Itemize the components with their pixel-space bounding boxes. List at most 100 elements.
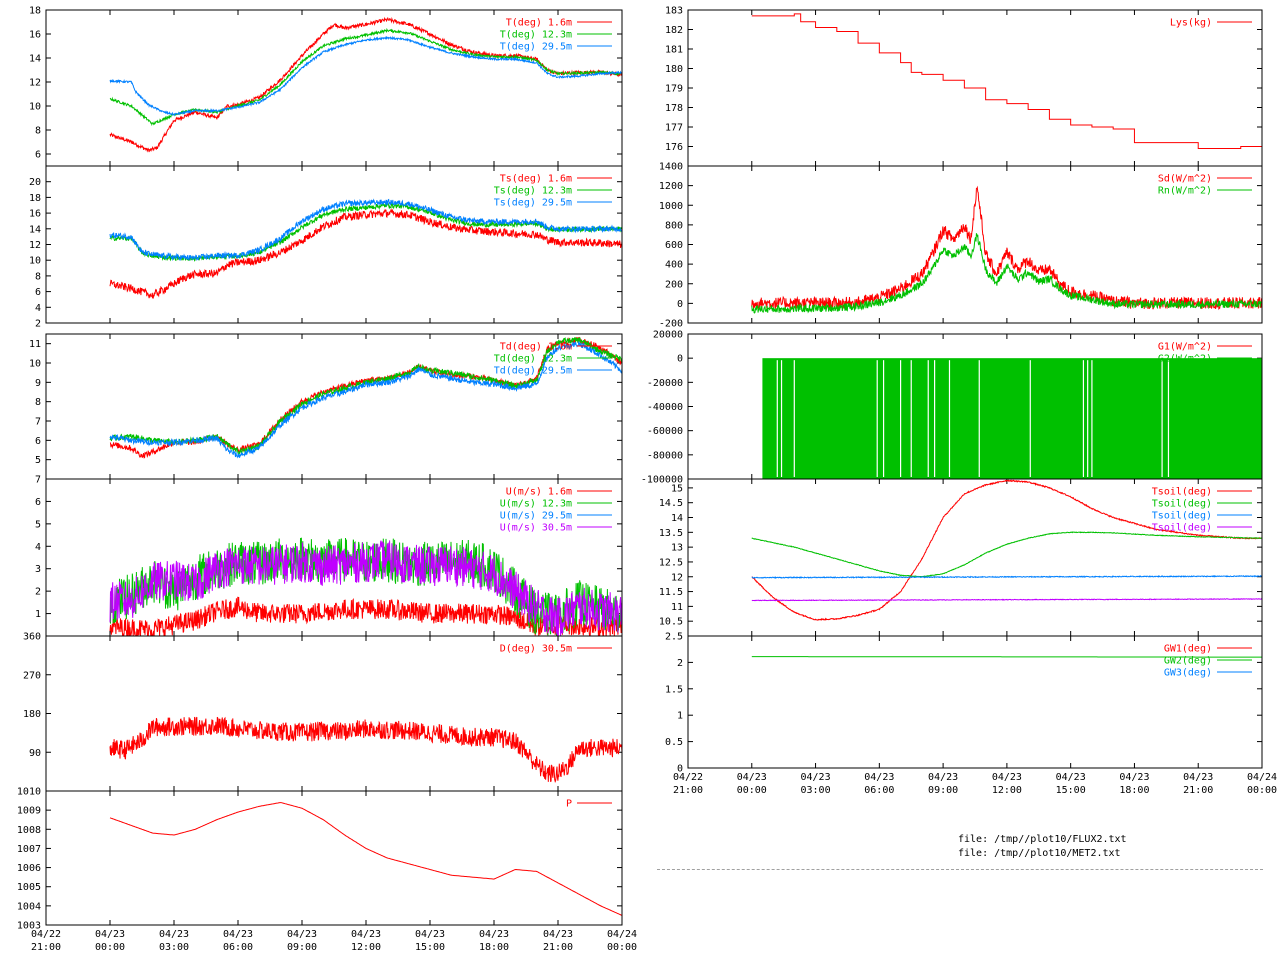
y-tick-label: 1009 — [17, 806, 41, 817]
legend-label: Tsoil(deg) — [1152, 487, 1212, 498]
dashed-separator — [657, 869, 1263, 870]
y-tick-label: 9 — [35, 378, 41, 389]
y-tick-label: 8 — [35, 271, 41, 282]
y-tick-label: 2.5 — [665, 632, 683, 643]
y-tick-label: 11 — [29, 339, 41, 350]
x-tick-date: 04/23 — [801, 772, 831, 783]
y-tick-label: 14.5 — [659, 498, 683, 509]
x-tick-date: 04/23 — [415, 929, 445, 940]
x-tick-time: 03:00 — [801, 785, 831, 796]
y-tick-label: 5 — [35, 455, 41, 466]
x-tick-time: 18:00 — [479, 942, 509, 953]
series-line — [109, 202, 622, 262]
panel-3: 1 2 3 4 5 6 7 U(m/s) 1.6mU(m/s) 12.3mU(m/s) 29.… — [35, 475, 623, 637]
file-label-met: file: /tmp//plot10/MET2.txt — [958, 848, 1121, 859]
x-tick-date: 04/24 — [607, 929, 637, 940]
y-tick-label: 15 — [671, 483, 683, 494]
panel-frame — [45, 165, 623, 324]
x-tick-time: 12:00 — [992, 785, 1022, 796]
y-tick-label: 10.5 — [659, 617, 683, 628]
panel-7: -200 0 200 400 600 800 1000 1200 1400 Sd(W/m^2)Rn… — [659, 162, 1263, 330]
x-tick-date: 04/23 — [1119, 772, 1149, 783]
series-group — [751, 656, 1262, 768]
y-tick-label: -200 — [659, 319, 683, 330]
legend-label: Td(deg) 12.3m — [494, 354, 572, 365]
panel-4: 90 180 270 360 D(deg) 30.5m — [23, 632, 623, 792]
y-tick-label: 4 — [35, 303, 41, 314]
x-tick-time: 00:00 — [95, 942, 125, 953]
y-tick-label: 176 — [665, 142, 683, 153]
legend-label: U(m/s) 29.5m — [500, 511, 572, 522]
x-tick-date: 04/23 — [95, 929, 125, 940]
y-tick-label: 179 — [665, 84, 683, 95]
y-tick-label: 11 — [671, 602, 683, 613]
panel-8: -100000 -80000 -60000 -40000 -20000 0 20000 G1(… — [641, 330, 1263, 486]
y-tick-label: 1006 — [17, 863, 41, 874]
y-tick-label: 20 — [29, 177, 41, 188]
y-tick-label: 1010 — [17, 787, 41, 798]
series-line — [751, 185, 1262, 311]
y-tick-label: 6 — [35, 287, 41, 298]
y-tick-label: 1004 — [17, 901, 41, 912]
y-tick-label: 0 — [677, 299, 683, 310]
y-tick-label: 10 — [29, 256, 41, 267]
y-tick-label: 0 — [677, 354, 683, 365]
x-tick-time: 21:00 — [31, 942, 61, 953]
legend-label: Td(deg) 29.5m — [494, 366, 572, 377]
y-tick-label: 182 — [665, 25, 683, 36]
legend-label: U(m/s) 12.3m — [500, 499, 572, 510]
x-tick-date: 04/23 — [223, 929, 253, 940]
y-tick-label: 6 — [35, 150, 41, 161]
x-tick-date: 04/23 — [1183, 772, 1213, 783]
y-tick-label: 11.5 — [659, 587, 683, 598]
legend-label: GW2(deg) — [1164, 656, 1212, 667]
y-tick-label: 5 — [35, 519, 41, 530]
y-tick-label: 177 — [665, 123, 683, 134]
y-tick-label: 7 — [35, 475, 41, 486]
x-tick-time: 15:00 — [415, 942, 445, 953]
y-tick-label: 12 — [29, 78, 41, 89]
x-tick-time: 18:00 — [1119, 785, 1149, 796]
x-tick-time: 21:00 — [543, 942, 573, 953]
y-tick-label: 16 — [29, 30, 41, 41]
y-tick-label: 12.5 — [659, 557, 683, 568]
y-tick-label: 2 — [35, 319, 41, 330]
series-area-fill — [762, 358, 1262, 479]
series-group — [109, 716, 622, 784]
y-tick-label: 6 — [35, 436, 41, 447]
series-line — [751, 574, 1262, 579]
legend-label: Tsoil(deg) — [1152, 523, 1212, 534]
y-tick-label: 1007 — [17, 844, 41, 855]
x-tick-time: 00:00 — [1247, 785, 1277, 796]
x-tick-date: 04/23 — [159, 929, 189, 940]
y-tick-label: 180 — [665, 64, 683, 75]
y-tick-label: -40000 — [647, 402, 683, 413]
y-tick-label: 400 — [665, 260, 683, 271]
x-tick-date: 04/23 — [928, 772, 958, 783]
y-tick-label: 1 — [677, 711, 683, 722]
y-tick-label: 12 — [29, 240, 41, 251]
y-tick-label: 1200 — [659, 181, 683, 192]
series-group — [109, 16, 622, 153]
x-tick-date: 04/23 — [737, 772, 767, 783]
legend-label: P — [566, 799, 572, 810]
x-tick-time: 21:00 — [673, 785, 703, 796]
y-tick-label: 270 — [23, 670, 41, 681]
x-tick-date: 04/23 — [992, 772, 1022, 783]
y-tick-label: 800 — [665, 220, 683, 231]
series-line — [109, 802, 622, 916]
x-tick-date: 04/23 — [479, 929, 509, 940]
series-line — [109, 540, 622, 636]
series-group — [751, 13, 1262, 149]
legend-label: Sd(W/m^2) — [1158, 174, 1212, 185]
y-tick-label: 1.5 — [665, 684, 683, 695]
series-line — [109, 716, 622, 784]
series-line — [751, 597, 1262, 602]
y-tick-label: 12 — [671, 572, 683, 583]
panel-6: 176 177 178 179 180 181 182 183 Lys(kg) — [665, 6, 1263, 167]
y-tick-label: 183 — [665, 6, 683, 17]
y-tick-label: 1 — [35, 609, 41, 620]
y-tick-label: -80000 — [647, 450, 683, 461]
x-tick-time: 00:00 — [737, 785, 767, 796]
file-list: file: /tmp//plot10/FLUX2.txt file: /tmp/… — [958, 833, 1127, 861]
